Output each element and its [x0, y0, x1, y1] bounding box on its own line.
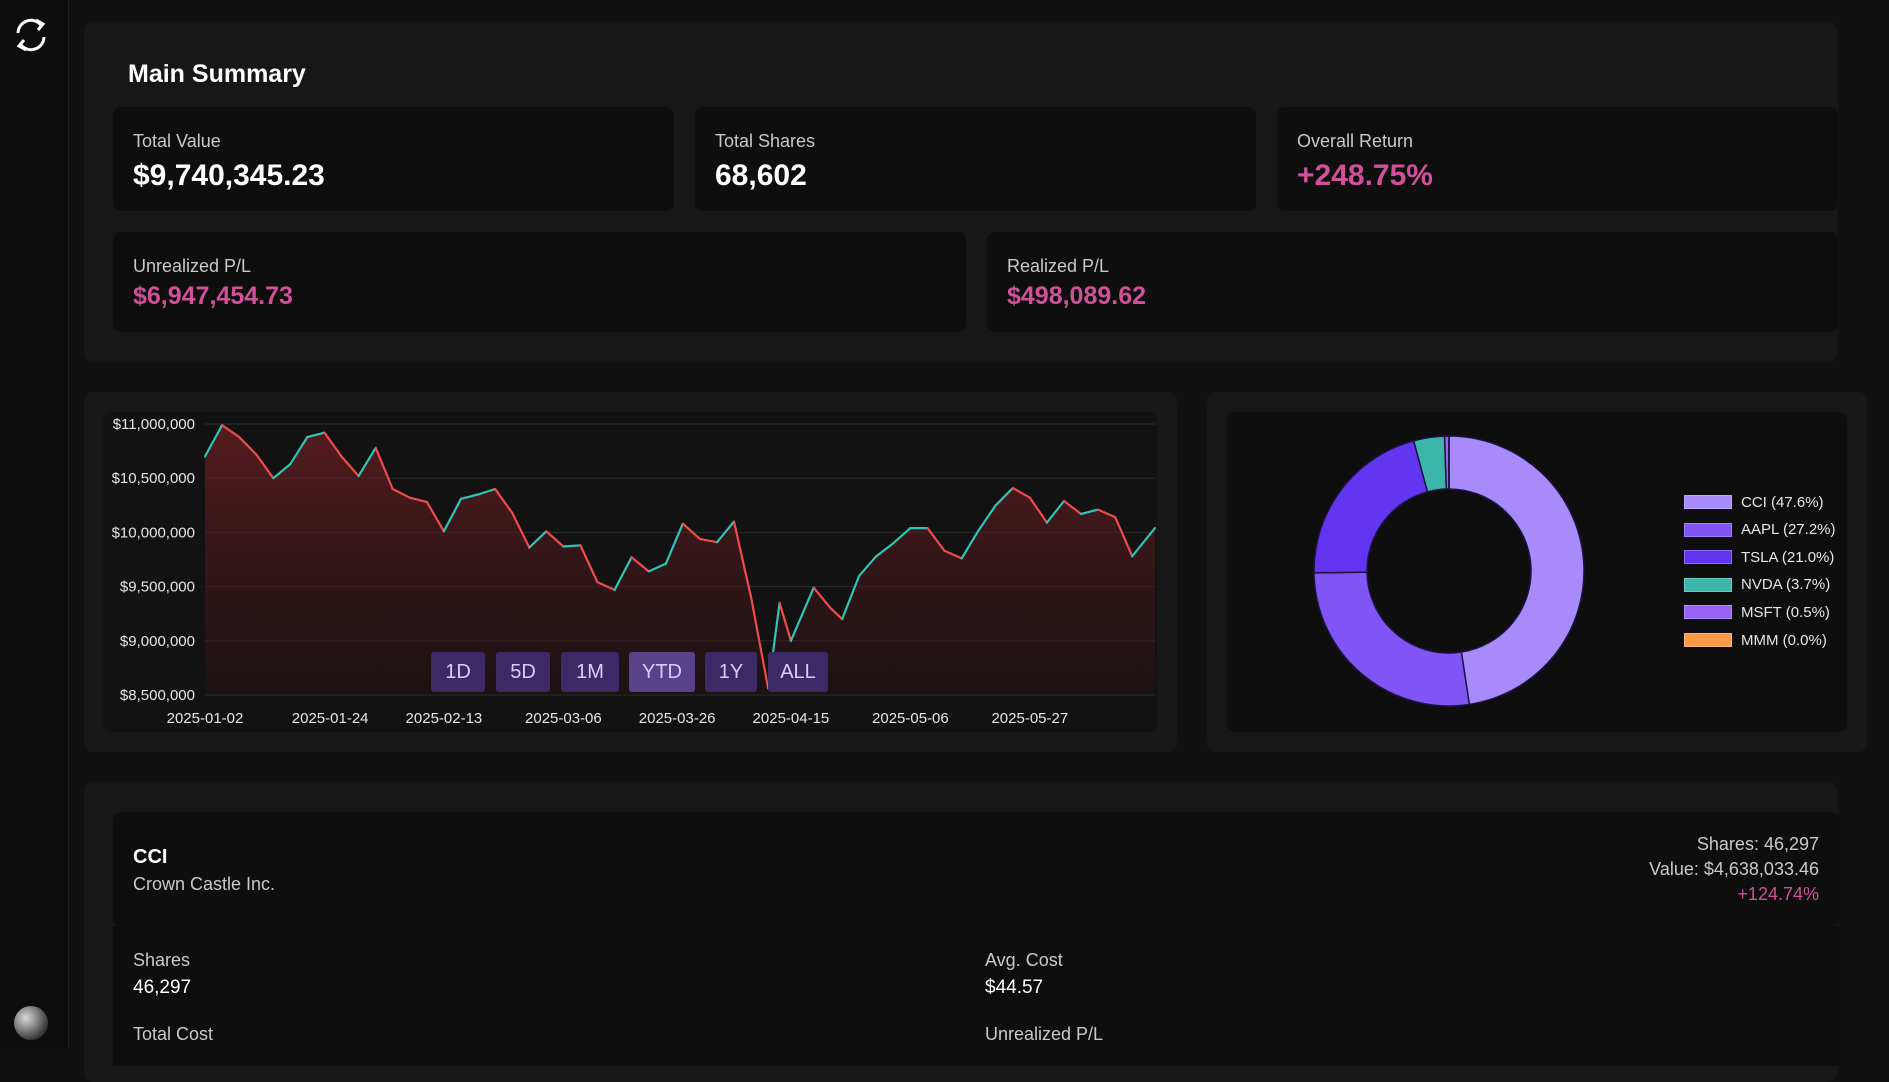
- legend-swatch: [1684, 578, 1732, 592]
- holding-details: Shares 46,297 Avg. Cost $44.57 Total Cos…: [113, 926, 1839, 1066]
- legend-label: TSLA (21.0%): [1741, 549, 1834, 566]
- legend-swatch: [1684, 495, 1732, 509]
- legend-item[interactable]: MMM (0.0%): [1684, 630, 1827, 650]
- holding-unrealized-label: Unrealized P/L: [985, 1024, 1103, 1045]
- x-tick-label: 2025-05-06: [872, 710, 949, 727]
- holding-shares-meta: Shares: 46,297: [1697, 834, 1819, 855]
- value-line-segment: [563, 545, 580, 546]
- legend-label: MSFT (0.5%): [1741, 604, 1830, 621]
- holding-name: Crown Castle Inc.: [133, 874, 275, 895]
- refresh-cycle-icon[interactable]: [12, 16, 50, 54]
- total-shares-value: 68,602: [715, 159, 807, 193]
- holding-avg-cost-value: $44.57: [985, 977, 1043, 999]
- legend-item[interactable]: MSFT (0.5%): [1684, 602, 1830, 622]
- donut-slice[interactable]: [1314, 441, 1428, 573]
- sidebar: [0, 0, 69, 1048]
- holding-card-header[interactable]: CCI Crown Castle Inc. Shares: 46,297 Val…: [113, 812, 1839, 926]
- performance-chart: $11,000,000 $10,500,000 $10,000,000 $9,500,…: [103, 412, 1157, 732]
- unrealized-pl-card: Unrealized P/L $6,947,454.73: [113, 232, 966, 332]
- allocation-chart: CCI (47.6%) AAPL (27.2%) TSLA (21.0%) NVDA …: [1227, 412, 1847, 732]
- holding-value-meta: Value: $4,638,033.46: [1649, 859, 1819, 880]
- range-button-5d[interactable]: 5D: [496, 652, 550, 692]
- range-button-all[interactable]: ALL: [768, 652, 828, 692]
- legend-item[interactable]: CCI (47.6%): [1684, 492, 1824, 512]
- holding-avg-cost-label: Avg. Cost: [985, 950, 1063, 971]
- unrealized-pl-value: $6,947,454.73: [133, 282, 293, 311]
- holding-ticker: CCI: [133, 846, 167, 869]
- x-tick-label: 2025-03-26: [639, 710, 716, 727]
- range-button-1d[interactable]: 1D: [431, 652, 485, 692]
- x-tick-label: 2025-04-15: [753, 710, 830, 727]
- legend-label: AAPL (27.2%): [1741, 521, 1836, 538]
- legend-label: CCI (47.6%): [1741, 494, 1824, 511]
- y-tick-label: $10,000,000: [112, 524, 195, 541]
- range-button-ytd[interactable]: YTD: [629, 652, 695, 692]
- overall-return-card: Overall Return +248.75%: [1277, 107, 1838, 211]
- y-tick-label: $11,000,000: [113, 416, 195, 433]
- total-value: $9,740,345.23: [133, 159, 325, 193]
- total-value-label: Total Value: [133, 131, 221, 152]
- legend-swatch: [1684, 523, 1732, 537]
- summary-panel: Main Summary Total Value $9,740,345.23 T…: [84, 22, 1838, 362]
- page-title: Main Summary: [128, 60, 306, 89]
- range-button-1y[interactable]: 1Y: [705, 652, 757, 692]
- x-tick-label: 2025-03-06: [525, 710, 602, 727]
- overall-return-value: +248.75%: [1297, 159, 1433, 193]
- holding-total-cost-label: Total Cost: [133, 1024, 213, 1045]
- holding-shares-value: 46,297: [133, 977, 191, 999]
- legend-label: MMM (0.0%): [1741, 632, 1827, 649]
- total-shares-label: Total Shares: [715, 131, 815, 152]
- y-tick-label: $9,000,000: [120, 633, 195, 650]
- donut-chart-svg: [1227, 412, 1847, 732]
- legend-item[interactable]: NVDA (3.7%): [1684, 575, 1830, 595]
- x-tick-label: 2025-01-24: [292, 710, 369, 727]
- user-avatar[interactable]: [14, 1006, 48, 1040]
- y-tick-label: $9,500,000: [120, 579, 195, 596]
- y-tick-label: $8,500,000: [120, 687, 195, 704]
- realized-pl-label: Realized P/L: [1007, 256, 1109, 277]
- donut-slice[interactable]: [1314, 572, 1469, 706]
- range-button-1m[interactable]: 1M: [561, 652, 619, 692]
- x-tick-label: 2025-02-13: [406, 710, 483, 727]
- total-shares-card: Total Shares 68,602: [695, 107, 1256, 211]
- realized-pl-card: Realized P/L $498,089.62: [987, 232, 1838, 332]
- x-tick-label: 2025-01-02: [167, 710, 244, 727]
- total-value-card: Total Value $9,740,345.23: [113, 107, 674, 211]
- legend-swatch: [1684, 605, 1732, 619]
- legend-swatch: [1684, 633, 1732, 647]
- unrealized-pl-label: Unrealized P/L: [133, 256, 251, 277]
- realized-pl-value: $498,089.62: [1007, 282, 1146, 311]
- legend-label: NVDA (3.7%): [1741, 576, 1830, 593]
- holding-return-meta: +124.74%: [1737, 884, 1819, 905]
- y-tick-label: $10,500,000: [112, 470, 195, 487]
- legend-item[interactable]: AAPL (27.2%): [1684, 520, 1836, 540]
- donut-slice[interactable]: [1449, 436, 1584, 704]
- overall-return-label: Overall Return: [1297, 131, 1413, 152]
- x-tick-label: 2025-05-27: [991, 710, 1068, 727]
- legend-item[interactable]: TSLA (21.0%): [1684, 547, 1834, 567]
- holding-shares-label: Shares: [133, 950, 190, 971]
- legend-swatch: [1684, 550, 1732, 564]
